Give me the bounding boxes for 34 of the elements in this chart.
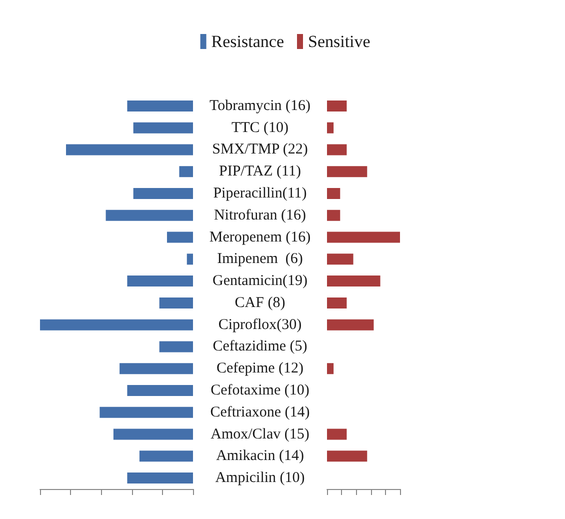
bar bbox=[327, 144, 347, 156]
y-tick-label: Piperacillin(11) bbox=[213, 186, 307, 202]
y-tick-label: Nitrofuran (16) bbox=[214, 207, 306, 224]
bar bbox=[327, 210, 340, 221]
y-tick-label: Tobramycin (16) bbox=[209, 98, 311, 114]
y-tick-label: PIP/TAZ (11) bbox=[219, 164, 301, 180]
bar bbox=[327, 276, 380, 287]
bar bbox=[327, 232, 400, 243]
y-tick-label: Ceftazidime (5) bbox=[212, 338, 308, 355]
bar bbox=[327, 450, 368, 462]
bar bbox=[327, 297, 347, 308]
y-tick-label: CAF (8) bbox=[234, 294, 286, 311]
legend-label: Resistance bbox=[211, 32, 284, 51]
y-tick-label: Cefotaxime (10) bbox=[210, 382, 310, 398]
y-tick-label: SMX/TMP (22) bbox=[212, 142, 308, 158]
y-tick-label: Amox/Clav (15) bbox=[210, 426, 310, 442]
bar bbox=[327, 428, 347, 440]
y-tick-label: Meropenem (16) bbox=[209, 229, 311, 246]
y-tick-label: Amikacin (14) bbox=[216, 448, 304, 464]
y-tick-label: TTC (10) bbox=[231, 120, 289, 136]
y-tick-label: Gentamicin(19) bbox=[212, 273, 308, 290]
y-tick-label: Cefepime (12) bbox=[216, 360, 304, 377]
bar bbox=[327, 319, 374, 330]
y-tick-label: Ampicilin (10) bbox=[215, 470, 305, 486]
bar bbox=[327, 166, 368, 178]
bar bbox=[327, 254, 354, 265]
bar bbox=[327, 363, 334, 374]
y-tick-label: Ceftriaxone (14) bbox=[210, 404, 310, 420]
bar bbox=[327, 188, 340, 199]
y-tick-label: Imipenem (6) bbox=[217, 251, 303, 268]
bar bbox=[327, 100, 347, 112]
legend-label: Sensitive bbox=[308, 32, 370, 51]
bar bbox=[327, 122, 334, 134]
y-tick-label: Ciproflox(30) bbox=[218, 316, 302, 333]
